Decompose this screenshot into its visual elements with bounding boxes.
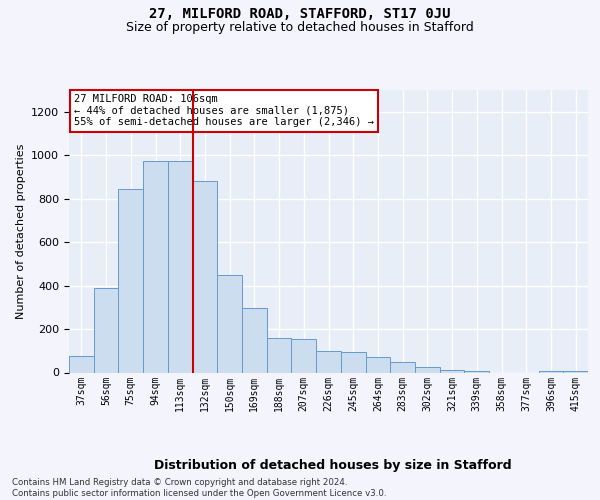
Bar (539, 371, 563, 372)
Bar (292, 339, 316, 372)
Y-axis label: Number of detached properties: Number of detached properties (16, 144, 26, 319)
Bar (143, 160, 168, 372)
Bar (563, 371, 588, 372)
Bar (464, 371, 489, 372)
Bar (365, 358, 390, 372)
Text: Distribution of detached houses by size in Stafford: Distribution of detached houses by size … (154, 460, 512, 472)
Text: Contains HM Land Registry data © Crown copyright and database right 2024.
Contai: Contains HM Land Registry data © Crown c… (12, 478, 386, 498)
Bar (193, 182, 217, 372)
Bar (267, 338, 292, 372)
Bar (168, 160, 193, 372)
Bar (217, 274, 242, 372)
Text: 27, MILFORD ROAD, STAFFORD, ST17 0JU: 27, MILFORD ROAD, STAFFORD, ST17 0JU (149, 8, 451, 22)
Bar (440, 370, 464, 372)
Bar (118, 189, 143, 372)
Bar (415, 367, 440, 372)
Bar (390, 362, 415, 372)
Bar (94, 288, 118, 372)
Text: 27 MILFORD ROAD: 106sqm
← 44% of detached houses are smaller (1,875)
55% of semi: 27 MILFORD ROAD: 106sqm ← 44% of detache… (74, 94, 374, 128)
Text: Size of property relative to detached houses in Stafford: Size of property relative to detached ho… (126, 21, 474, 34)
Bar (341, 352, 365, 372)
Bar (316, 351, 341, 372)
Bar (242, 308, 267, 372)
Bar (69, 356, 94, 372)
